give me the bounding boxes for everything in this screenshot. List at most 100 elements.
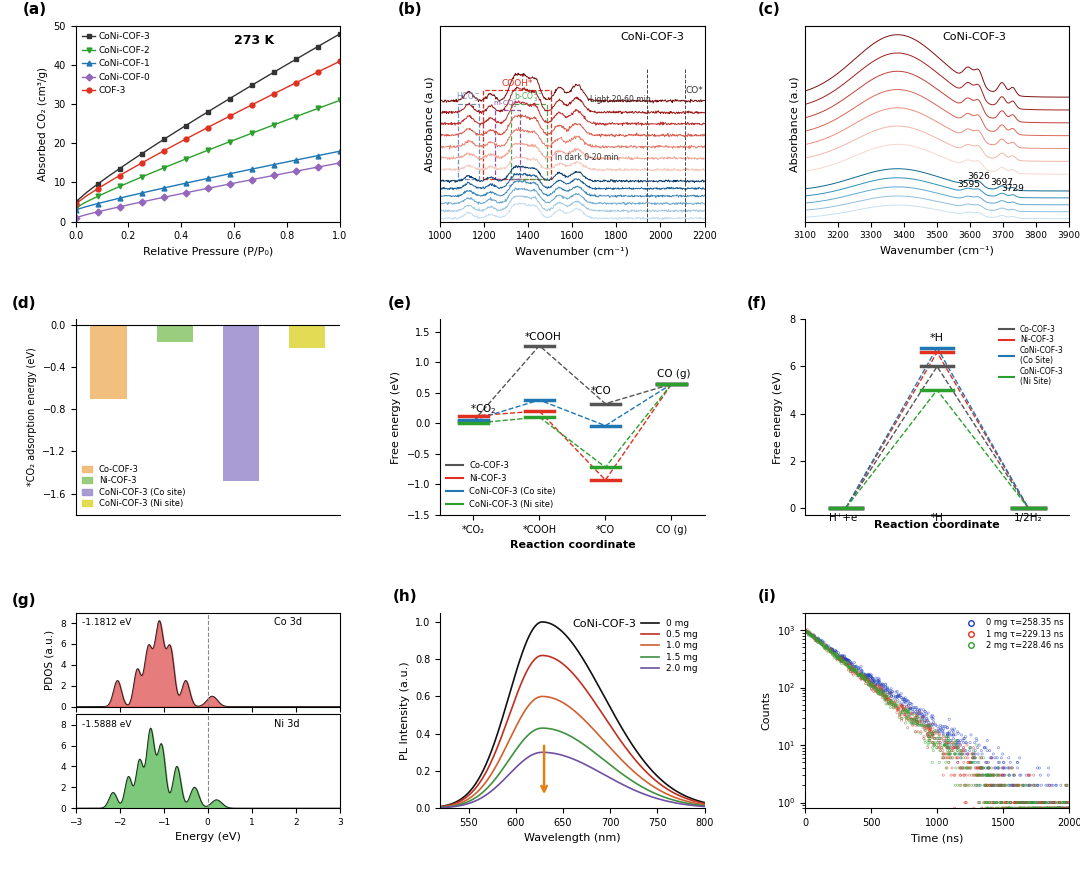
Point bbox=[870, 672, 888, 686]
Point bbox=[858, 668, 875, 682]
Point bbox=[1010, 796, 1027, 810]
Point bbox=[888, 689, 905, 703]
Point bbox=[1007, 796, 1024, 810]
Point bbox=[935, 751, 953, 765]
Point bbox=[851, 668, 868, 682]
Point bbox=[951, 751, 969, 765]
Point bbox=[885, 698, 902, 712]
Point bbox=[905, 713, 922, 726]
Point bbox=[949, 740, 967, 754]
Point bbox=[888, 695, 905, 709]
Point bbox=[858, 671, 875, 685]
Point bbox=[901, 696, 918, 710]
Point bbox=[934, 728, 951, 742]
Point bbox=[1051, 796, 1068, 810]
Point bbox=[1013, 779, 1030, 793]
Point bbox=[852, 667, 869, 681]
Point bbox=[891, 698, 908, 712]
Point bbox=[978, 768, 996, 782]
Point bbox=[902, 701, 919, 715]
Point bbox=[888, 701, 905, 715]
Point bbox=[983, 801, 1000, 815]
Point bbox=[932, 744, 949, 758]
Point bbox=[854, 668, 872, 682]
Point bbox=[1026, 801, 1043, 815]
Point bbox=[867, 680, 885, 694]
Point bbox=[1016, 796, 1034, 810]
Point bbox=[972, 761, 989, 775]
Point bbox=[1017, 779, 1035, 793]
Point bbox=[1051, 801, 1068, 815]
Point bbox=[861, 674, 878, 688]
Point bbox=[883, 697, 901, 711]
Point bbox=[931, 732, 948, 746]
Point bbox=[929, 720, 946, 733]
COF-3 bbox=[300, 72, 313, 83]
Point bbox=[846, 664, 863, 678]
Point bbox=[994, 761, 1011, 775]
Point bbox=[848, 662, 865, 676]
Point bbox=[982, 768, 999, 782]
Point bbox=[876, 689, 893, 703]
Point bbox=[1050, 801, 1067, 815]
Point bbox=[1034, 796, 1051, 810]
Point bbox=[870, 679, 888, 693]
Point bbox=[885, 695, 902, 709]
Point bbox=[932, 736, 949, 750]
Point bbox=[1026, 796, 1043, 810]
Point bbox=[1020, 768, 1037, 782]
Point bbox=[980, 768, 997, 782]
Point bbox=[950, 747, 968, 761]
Point bbox=[991, 779, 1009, 793]
Point bbox=[1022, 801, 1039, 815]
Point bbox=[1005, 796, 1023, 810]
Point bbox=[893, 699, 910, 713]
Point bbox=[1015, 801, 1032, 815]
Point bbox=[804, 628, 821, 642]
Point bbox=[823, 644, 840, 658]
Point bbox=[883, 693, 901, 707]
Point bbox=[856, 677, 874, 691]
Point bbox=[910, 716, 928, 730]
Point bbox=[970, 779, 987, 793]
Point bbox=[852, 668, 869, 682]
Point bbox=[864, 679, 881, 693]
Point bbox=[819, 640, 836, 653]
Point bbox=[893, 699, 910, 713]
Point bbox=[913, 719, 930, 733]
Point bbox=[842, 660, 860, 674]
Point bbox=[1026, 779, 1043, 793]
Point bbox=[926, 725, 943, 739]
Point bbox=[859, 673, 876, 687]
Point bbox=[839, 653, 856, 667]
Point bbox=[897, 700, 915, 713]
Point bbox=[816, 642, 834, 656]
Point bbox=[813, 637, 831, 651]
Point bbox=[990, 761, 1008, 775]
Point bbox=[850, 668, 867, 682]
Point bbox=[904, 713, 921, 726]
Point bbox=[859, 671, 876, 685]
Point bbox=[945, 744, 962, 758]
Point bbox=[849, 667, 866, 681]
Point bbox=[1027, 801, 1044, 815]
Point bbox=[804, 629, 821, 643]
Point bbox=[1024, 801, 1041, 815]
Point bbox=[842, 656, 860, 670]
Point bbox=[981, 761, 998, 775]
Point bbox=[814, 636, 832, 650]
Point bbox=[858, 674, 875, 688]
Point bbox=[972, 751, 989, 765]
Point bbox=[840, 660, 858, 673]
Point bbox=[889, 684, 906, 698]
Point bbox=[927, 738, 944, 752]
Point bbox=[918, 719, 935, 733]
Point bbox=[997, 801, 1014, 815]
Point bbox=[1039, 801, 1056, 815]
Point bbox=[829, 651, 847, 665]
Point bbox=[801, 627, 819, 641]
Point bbox=[909, 725, 927, 739]
Point bbox=[832, 652, 849, 666]
Point bbox=[977, 761, 995, 775]
Point bbox=[908, 708, 926, 722]
